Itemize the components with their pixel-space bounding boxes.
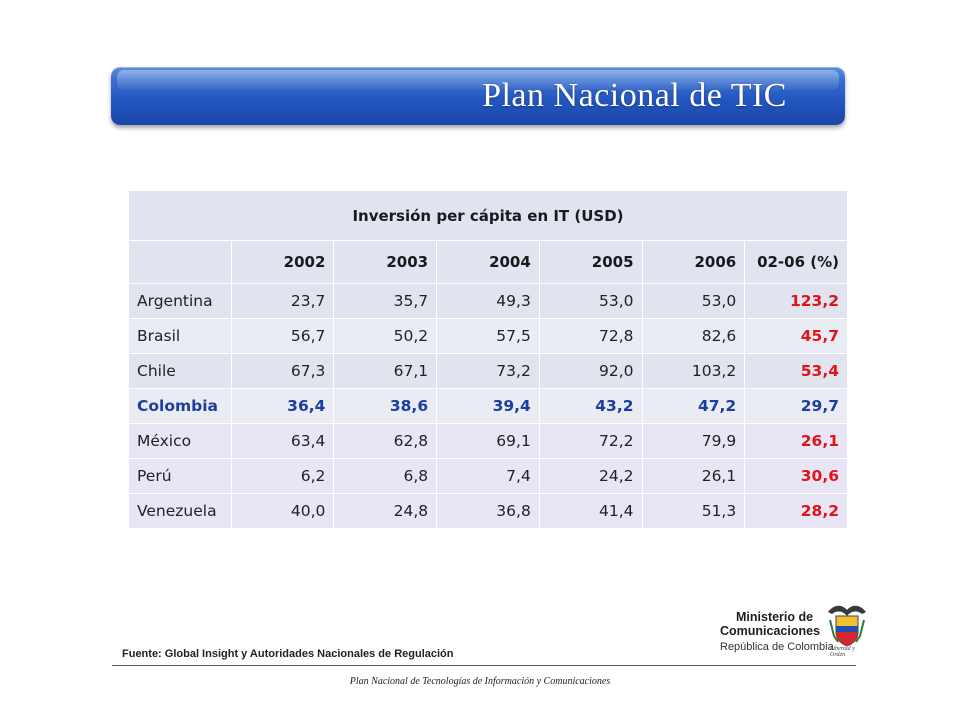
title-banner-gloss — [117, 70, 839, 90]
country-cell: Venezuela — [128, 493, 232, 529]
value-cell: 36,8 — [436, 493, 540, 529]
value-cell: 92,0 — [538, 353, 643, 389]
ministry-logo: Ministerio de Comunicaciones República d… — [720, 604, 870, 660]
value-cell: 6,2 — [230, 458, 335, 494]
source-note: Fuente: Global Insight y Autoridades Nac… — [122, 648, 454, 660]
change-cell: 28,2 — [744, 493, 848, 529]
table-row: Colombia 36,4 38,6 39,4 43,2 47,2 29,7 — [128, 388, 848, 424]
value-cell: 51,3 — [641, 493, 746, 529]
table-caption-row: Inversión per cápita en IT (USD) — [128, 190, 848, 241]
value-cell: 69,1 — [436, 423, 540, 459]
country-cell: Argentina — [128, 283, 232, 319]
value-cell: 39,4 — [436, 388, 540, 424]
value-cell: 43,2 — [538, 388, 643, 424]
footer-divider — [112, 665, 856, 666]
value-cell: 103,2 — [641, 353, 746, 389]
value-cell: 38,6 — [333, 388, 438, 424]
change-cell: 26,1 — [744, 423, 848, 459]
table-row: México 63,4 62,8 69,1 72,2 79,9 26,1 — [128, 423, 848, 459]
value-cell: 47,2 — [641, 388, 746, 424]
column-header-2003: 2003 — [333, 240, 438, 284]
value-cell: 35,7 — [333, 283, 438, 319]
country-cell: Brasil — [128, 318, 232, 354]
value-cell: 63,4 — [230, 423, 335, 459]
value-cell: 57,5 — [436, 318, 540, 354]
value-cell: 72,2 — [538, 423, 643, 459]
footer-text: Plan Nacional de Tecnologías de Informac… — [349, 676, 611, 687]
table-row: Perú 6,2 6,8 7,4 24,2 26,1 30,6 — [128, 458, 848, 494]
country-cell: Chile — [128, 353, 232, 389]
title-banner: Plan Nacional de TIC — [111, 67, 845, 125]
value-cell: 49,3 — [436, 283, 540, 319]
value-cell: 72,8 — [538, 318, 643, 354]
table-caption: Inversión per cápita en IT (USD) — [128, 190, 848, 241]
country-cell: México — [128, 423, 232, 459]
colombia-coat-of-arms-icon — [828, 605, 866, 647]
change-cell: 45,7 — [744, 318, 848, 354]
change-cell: 53,4 — [744, 353, 848, 389]
value-cell: 6,8 — [333, 458, 438, 494]
value-cell: 56,7 — [230, 318, 335, 354]
investment-table: Inversión per cápita en IT (USD) 2002 20… — [128, 190, 848, 529]
logo-line-2: Comunicaciones — [720, 624, 821, 638]
value-cell: 62,8 — [333, 423, 438, 459]
table-header-row: 2002 2003 2004 2005 2006 02-06 (%) — [128, 240, 848, 284]
logo-line-1: Ministerio de — [736, 610, 814, 624]
value-cell: 7,4 — [436, 458, 540, 494]
value-cell: 40,0 — [230, 493, 335, 529]
value-cell: 67,1 — [333, 353, 438, 389]
page-title: Plan Nacional de TIC — [482, 77, 787, 114]
change-cell: 29,7 — [744, 388, 848, 424]
column-header-empty — [128, 240, 232, 284]
table-row: Brasil 56,7 50,2 57,5 72,8 82,6 45,7 — [128, 318, 848, 354]
value-cell: 79,9 — [641, 423, 746, 459]
column-header-2002: 2002 — [230, 240, 335, 284]
value-cell: 26,1 — [641, 458, 746, 494]
value-cell: 36,4 — [230, 388, 335, 424]
value-cell: 67,3 — [230, 353, 335, 389]
column-header-2004: 2004 — [436, 240, 540, 284]
value-cell: 41,4 — [538, 493, 643, 529]
change-cell: 30,6 — [744, 458, 848, 494]
country-cell: Perú — [128, 458, 232, 494]
value-cell: 24,2 — [538, 458, 643, 494]
value-cell: 23,7 — [230, 283, 335, 319]
logo-motto: Libertad y Orden — [830, 646, 855, 658]
logo-line-3: República de Colombia — [720, 641, 834, 653]
value-cell: 73,2 — [436, 353, 540, 389]
column-header-change: 02-06 (%) — [744, 240, 848, 284]
table-row: Venezuela 40,0 24,8 36,8 41,4 51,3 28,2 — [128, 493, 848, 529]
table-row: Chile 67,3 67,1 73,2 92,0 103,2 53,4 — [128, 353, 848, 389]
value-cell: 82,6 — [641, 318, 746, 354]
country-cell: Colombia — [128, 388, 232, 424]
change-cell: 123,2 — [744, 283, 848, 319]
value-cell: 53,0 — [538, 283, 643, 319]
value-cell: 53,0 — [641, 283, 746, 319]
column-header-2006: 2006 — [641, 240, 746, 284]
column-header-2005: 2005 — [538, 240, 643, 284]
table-row: Argentina 23,7 35,7 49,3 53,0 53,0 123,2 — [128, 283, 848, 319]
value-cell: 50,2 — [333, 318, 438, 354]
value-cell: 24,8 — [333, 493, 438, 529]
